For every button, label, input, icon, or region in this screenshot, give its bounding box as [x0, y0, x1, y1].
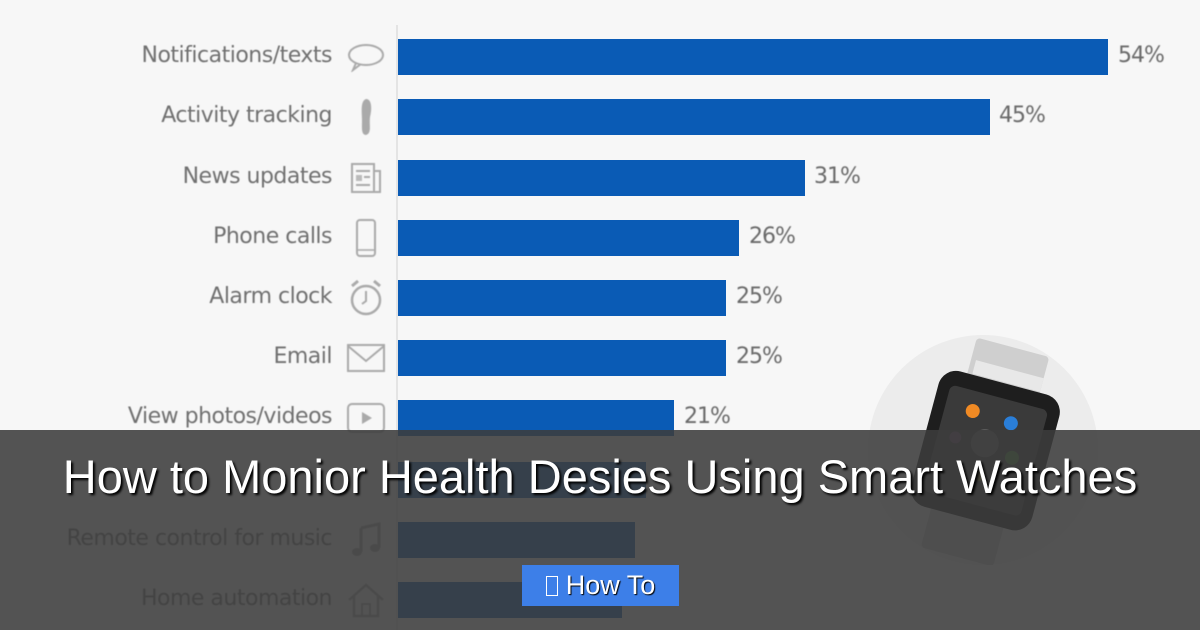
chart-row: Alarm clock 25% — [0, 278, 1200, 318]
value-label: 54% — [1118, 43, 1165, 68]
value-label: 26% — [749, 224, 796, 249]
bar — [398, 280, 726, 316]
value-label: 25% — [736, 344, 783, 369]
category-label: How To — [565, 570, 656, 600]
value-label: 31% — [814, 164, 861, 189]
bar — [398, 160, 805, 196]
alarm-clock-icon — [346, 279, 386, 316]
chart-row: Phone calls 26% — [0, 218, 1200, 258]
axis-line — [396, 25, 398, 630]
category-label: Alarm clock — [209, 284, 332, 309]
bar — [398, 39, 1108, 75]
category-label: Notifications/texts — [141, 43, 333, 68]
chart-row: Notifications/texts 54% — [0, 37, 1200, 77]
folder-icon — [545, 575, 558, 596]
speech-bubble-icon — [346, 41, 386, 73]
value-label: 25% — [736, 284, 783, 309]
phone-icon — [346, 219, 386, 257]
page-title: How to Monior Health Desies Using Smart … — [62, 450, 1138, 503]
category-button[interactable]: How To — [522, 565, 679, 606]
newspaper-icon — [346, 162, 386, 194]
value-label: 45% — [999, 103, 1046, 128]
chart-row: News updates 31% — [0, 158, 1200, 198]
category-label: Phone calls — [213, 224, 332, 249]
category-label: News updates — [182, 164, 333, 189]
category-label: Activity tracking — [161, 103, 332, 128]
bar — [398, 99, 990, 135]
chart-row: Activity tracking 45% — [0, 97, 1200, 137]
category-label: View photos/videos — [127, 404, 333, 429]
value-label: 21% — [684, 404, 731, 429]
envelope-icon — [346, 342, 386, 374]
chart-row: Email 25% — [0, 338, 1200, 378]
category-label: Email — [273, 344, 332, 369]
bar — [398, 340, 726, 376]
bar — [398, 220, 739, 256]
footprint-icon — [346, 99, 386, 135]
